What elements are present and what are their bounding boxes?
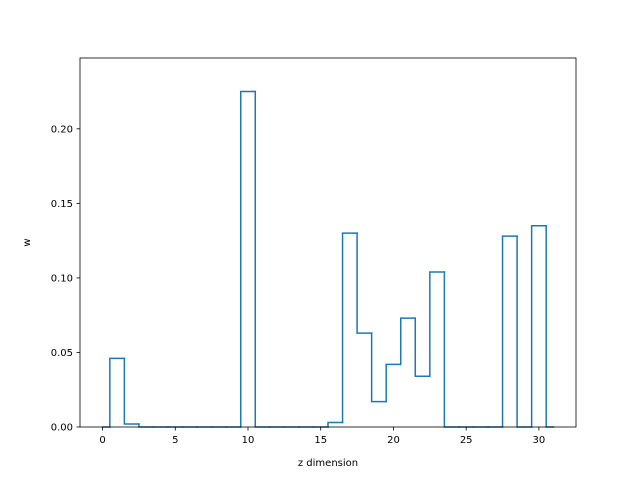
step-segment	[530, 224, 547, 428]
step-segment	[370, 332, 387, 403]
step-segment	[385, 363, 402, 403]
step-segment	[239, 90, 257, 428]
step-segment	[123, 357, 140, 425]
x-axis: 0 5 10 15 20 25 30	[99, 427, 545, 446]
x-tick-label: 0	[99, 435, 105, 446]
x-tick-label: 25	[460, 435, 473, 446]
step-segment	[501, 235, 518, 428]
step-segment	[327, 421, 344, 428]
y-tick-label: 0.15	[51, 199, 73, 210]
step-segment	[414, 317, 431, 378]
x-tick-label: 5	[172, 435, 178, 446]
plot-area	[79, 57, 577, 428]
x-tick-label: 10	[242, 435, 255, 446]
y-tick-label: 0.10	[51, 273, 73, 284]
step-segment	[429, 271, 446, 378]
x-tick-label: 20	[387, 435, 400, 446]
x-tick-label: 30	[533, 435, 546, 446]
y-tick-label: 0.05	[51, 348, 73, 359]
axes-background	[80, 58, 576, 427]
axes-frame	[79, 57, 577, 428]
y-axis: 0.00 0.05 0.10 0.15 0.20	[51, 124, 80, 434]
step-segment	[109, 357, 126, 428]
step-segment	[356, 232, 373, 334]
x-axis-label: z dimension	[298, 458, 358, 469]
step-segment	[399, 317, 417, 366]
x-tick-label: 15	[314, 435, 327, 446]
y-axis-label: w	[22, 238, 33, 246]
y-tick-label: 0.00	[51, 423, 73, 434]
step-segment	[341, 232, 358, 424]
y-tick-label: 0.20	[51, 124, 73, 135]
